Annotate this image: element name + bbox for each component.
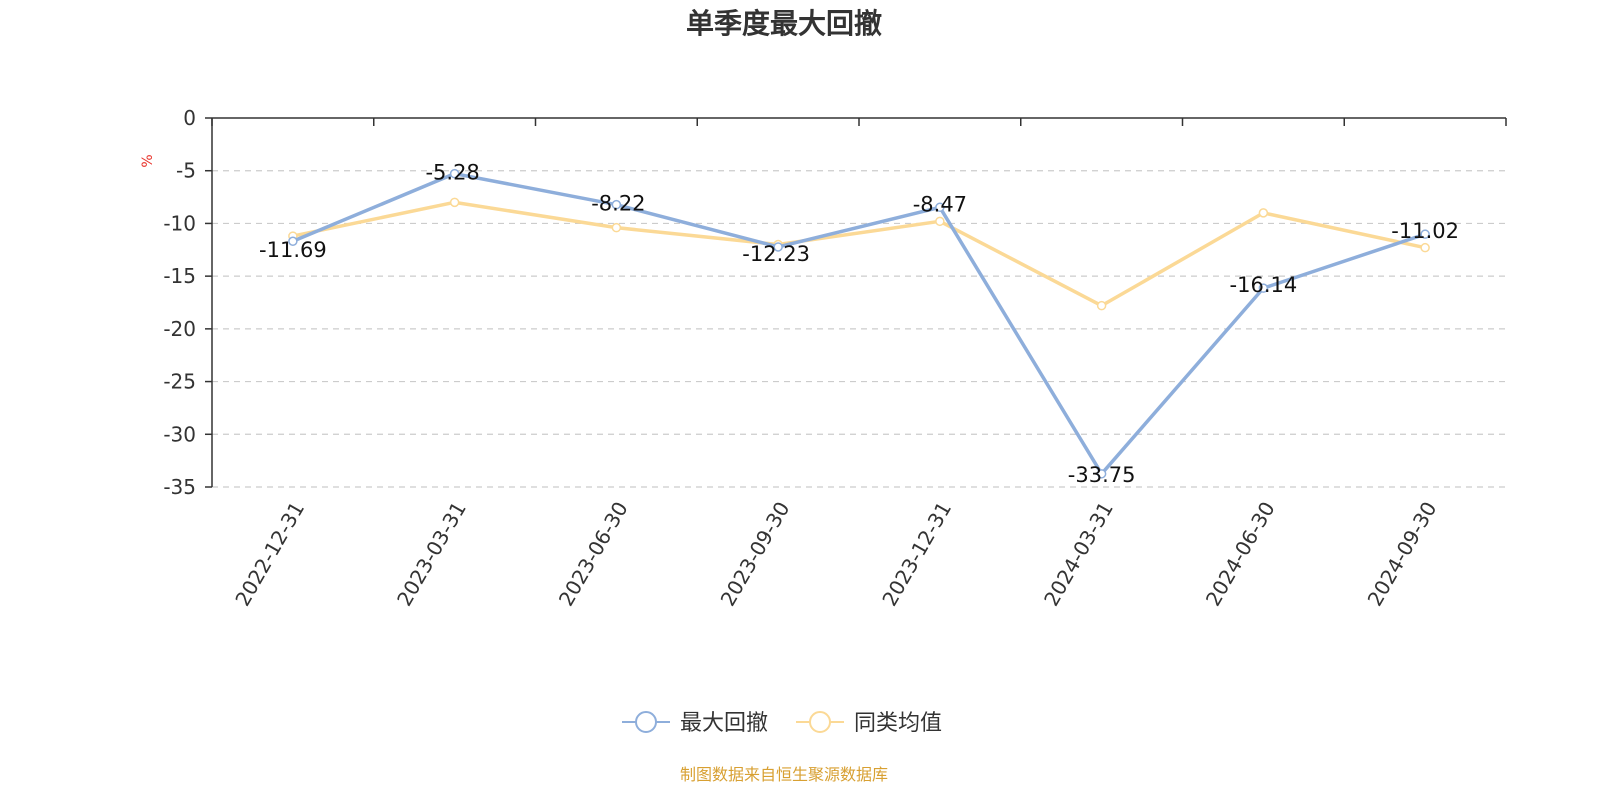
data-point[interactable] [1096,300,1107,311]
legend: 最大回撤 同类均值 [622,711,942,736]
x-tick-label: 2023-03-31 [392,498,471,611]
x-tick-label: 2024-03-31 [1039,498,1118,611]
legend-item-peer-average[interactable]: 同类均值 [796,711,942,736]
x-tick-label: 2022-12-31 [230,498,309,611]
series-lines [288,168,1430,479]
y-tick-label: -25 [163,370,196,394]
x-tick-label: 2024-06-30 [1201,498,1280,611]
data-source-note: 制图数据来自恒生聚源数据库 [680,765,888,784]
data-label: -11.69 [259,238,327,262]
data-point[interactable] [1258,283,1269,293]
data-point[interactable] [611,222,622,233]
data-point[interactable] [773,242,783,252]
data-label: -5.28 [425,161,479,185]
series-line [291,200,1427,308]
y-tick-label: -5 [176,159,196,183]
legend-marker-max-drawdown [635,711,657,733]
legend-label-max-drawdown: 最大回撤 [680,711,768,736]
axes [205,117,1507,488]
series-line [291,171,1427,476]
y-axis-tick-labels: 0 -5 -10 -15 -20 -25 -30 -35 [163,106,196,499]
data-label: -8.47 [913,192,967,216]
x-tick-label: 2023-12-31 [877,498,956,611]
y-tick-label: -35 [163,475,196,499]
x-tick-label: 2024-09-30 [1363,498,1442,611]
y-tick-label: 0 [183,106,196,130]
data-point[interactable] [1420,242,1430,253]
grid-lines [212,170,1506,488]
x-tick-label: 2023-09-30 [716,498,795,611]
data-label: -11.02 [1391,219,1459,243]
y-tick-label: -15 [163,264,196,288]
data-label: -8.22 [591,192,645,216]
y-tick-label: -30 [163,422,196,446]
data-label: -16.14 [1230,273,1298,297]
data-label: -33.75 [1068,463,1136,487]
data-point[interactable] [288,236,298,246]
chart-title: 单季度最大回撤 [686,7,882,40]
legend-label-peer-average: 同类均值 [854,711,942,736]
y-axis-unit-label: % [140,154,156,167]
legend-marker-peer-average [809,711,831,733]
x-axis-tick-labels: 2022-12-31 2023-03-31 2023-06-30 2023-09-30… [230,498,1441,611]
data-point[interactable] [935,202,945,213]
legend-item-max-drawdown[interactable]: 最大回撤 [622,711,768,736]
data-labels: -11.69 -5.28 -8.22 -12.23 -8.47 -33.75 -16.14 -… [259,161,1459,487]
data-point[interactable] [1420,229,1430,239]
data-point[interactable] [935,216,945,227]
data-point[interactable] [449,197,460,208]
x-tick-label: 2023-06-30 [554,498,633,611]
data-point[interactable] [449,168,460,179]
y-tick-label: -10 [163,211,196,235]
data-point[interactable] [611,199,622,210]
data-point[interactable] [1096,469,1107,479]
data-label: -12.23 [742,242,810,266]
data-point[interactable] [1258,208,1269,218]
y-tick-label: -20 [163,317,196,341]
